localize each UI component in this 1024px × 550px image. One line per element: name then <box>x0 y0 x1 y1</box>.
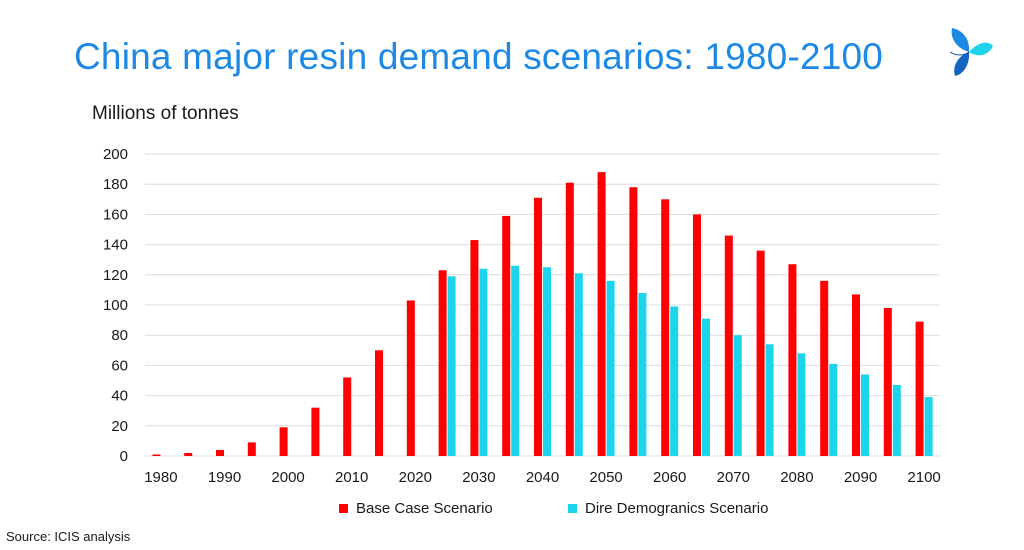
bar-base-case-2015 <box>375 350 383 456</box>
y-tick-label-0: 0 <box>120 448 128 465</box>
x-tick-label-2080: 2080 <box>780 469 813 486</box>
x-tick-label-1990: 1990 <box>208 469 241 486</box>
y-tick-label-200: 200 <box>103 146 128 163</box>
y-tick-label-120: 120 <box>103 267 128 284</box>
x-tick-label-2030: 2030 <box>462 469 495 486</box>
chart-legend: Base Case Scenario Dire Demogranics Scen… <box>0 500 1024 520</box>
y-axis-label: Millions of tonnes <box>92 103 239 124</box>
bar-base-case-2065 <box>693 214 701 456</box>
bar-base-case-2010 <box>343 377 352 456</box>
bar-base-case-1995 <box>247 442 256 456</box>
bar-dire-demographics-2090 <box>861 374 869 456</box>
bar-base-case-2080 <box>788 264 797 456</box>
x-tick-label-2010: 2010 <box>335 469 368 486</box>
bar-base-case-2030 <box>470 240 479 456</box>
bar-dire-demographics-2080 <box>797 353 806 456</box>
bar-base-case-2020 <box>406 300 415 456</box>
bar-dire-demographics-2040 <box>543 267 551 456</box>
bar-base-case-2035 <box>502 215 511 456</box>
bar-dire-demographics-2100 <box>924 397 933 456</box>
y-tick-label-40: 40 <box>111 388 128 405</box>
bar-dire-demographics-2035 <box>511 265 520 456</box>
bar-base-case-2060 <box>661 199 670 457</box>
y-tick-label-60: 60 <box>111 357 128 374</box>
bar-base-case-2075 <box>756 250 765 456</box>
legend-swatch-base-case <box>339 504 348 513</box>
y-tick-label-180: 180 <box>103 176 128 193</box>
y-tick-label-80: 80 <box>111 327 128 344</box>
bar-dire-demographics-2055 <box>638 292 647 456</box>
x-tick-label-2050: 2050 <box>589 469 622 486</box>
bar-dire-demographics-2070 <box>733 335 742 456</box>
icis-logo-icon <box>949 28 993 76</box>
bar-base-case-2025 <box>438 270 447 456</box>
bar-base-case-1980 <box>152 454 161 456</box>
bar-base-case-2100 <box>915 321 924 456</box>
bar-base-case-2070 <box>724 235 733 456</box>
bar-base-case-2045 <box>565 182 574 456</box>
bar-base-case-2050 <box>597 172 606 456</box>
source-note: Source: ICIS analysis <box>6 529 131 544</box>
bar-base-case-1985 <box>184 452 193 456</box>
bar-dire-demographics-2050 <box>606 280 615 456</box>
bar-dire-demographics-2030 <box>479 268 488 456</box>
y-tick-label-100: 100 <box>103 297 128 314</box>
chart-title: China major resin demand scenarios: 1980… <box>74 36 884 77</box>
bar-base-case-2005 <box>311 407 320 456</box>
bar-base-case-2095 <box>883 308 892 456</box>
bar-dire-demographics-2095 <box>892 385 901 456</box>
bar-dire-demographics-2045 <box>574 273 583 456</box>
legend-item-base-case: Base Case Scenario <box>339 500 493 517</box>
bar-base-case-2040 <box>534 197 542 457</box>
bar-base-case-2090 <box>852 294 860 456</box>
x-tick-label-2020: 2020 <box>399 469 432 486</box>
x-tick-label-2100: 2100 <box>907 469 940 486</box>
legend-swatch-dire-demographics <box>568 504 577 513</box>
bar-base-case-2085 <box>820 280 829 456</box>
x-tick-label-2090: 2090 <box>844 469 877 486</box>
bar-dire-demographics-2025 <box>447 276 456 456</box>
y-tick-label-140: 140 <box>103 237 128 254</box>
x-tick-label-1980: 1980 <box>144 469 177 486</box>
y-tick-label-20: 20 <box>111 418 128 435</box>
x-tick-label-2040: 2040 <box>526 469 559 486</box>
bar-dire-demographics-2085 <box>829 363 838 456</box>
x-tick-label-2000: 2000 <box>271 469 304 486</box>
x-tick-label-2070: 2070 <box>717 469 750 486</box>
x-tick-label-2060: 2060 <box>653 469 686 486</box>
bar-dire-demographics-2060 <box>670 306 679 456</box>
legend-label-dire-demographics: Dire Demogranics Scenario <box>585 500 769 517</box>
bar-dire-demographics-2065 <box>702 318 710 456</box>
y-tick-label-160: 160 <box>103 206 128 223</box>
bar-base-case-1990 <box>216 449 224 456</box>
bar-base-case-2000 <box>279 427 288 456</box>
legend-label-base-case: Base Case Scenario <box>356 500 493 517</box>
bar-base-case-2055 <box>629 187 638 456</box>
bar-dire-demographics-2075 <box>765 344 774 456</box>
legend-item-dire-demographics: Dire Demogranics Scenario <box>568 500 768 517</box>
